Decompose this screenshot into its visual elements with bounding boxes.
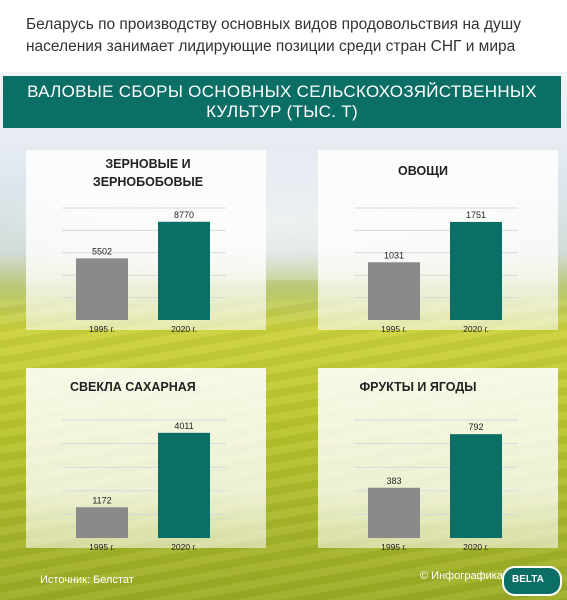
chart-title-grain: ЗЕРНОВЫЕ И ЗЕРНОБОБОВЫЕ <box>92 157 204 189</box>
bar-sugar-beet-1 <box>158 432 210 538</box>
category-label-sugar-beet-1: 2020 г. <box>171 542 197 552</box>
data-label-fruits-0: 383 <box>386 476 401 486</box>
category-label-fruits-1: 2020 г. <box>463 542 489 552</box>
bar-grain-1 <box>158 221 210 320</box>
chart-grain: 5502 1995 г. 8770 2020 г. <box>62 207 226 334</box>
category-label-sugar-beet-0: 1995 г. <box>89 542 115 552</box>
page-subtitle: Беларусь по производству основных видов … <box>26 16 521 55</box>
bar-fruits-1 <box>450 434 502 538</box>
chart-vegetables: 1031 1995 г. 1751 2020 г. <box>354 207 518 334</box>
category-label-vegetables-0: 1995 г. <box>381 324 407 334</box>
category-label-grain-0: 1995 г. <box>89 324 115 334</box>
chart-panel-grain <box>26 150 266 330</box>
category-label-vegetables-1: 2020 г. <box>463 324 489 334</box>
chart-panel-sugar-beet <box>26 368 266 548</box>
chart-sugar-beet: 1172 1995 г. 4011 2020 г. <box>62 419 226 552</box>
data-label-grain-0: 5502 <box>92 246 112 256</box>
footer-source: Источник: Белстат <box>40 574 134 586</box>
data-label-sugar-beet-0: 1172 <box>92 495 111 505</box>
chart-panel-fruits <box>318 368 558 548</box>
bar-vegetables-0 <box>368 262 420 320</box>
data-label-fruits-1: 792 <box>468 422 483 432</box>
data-label-vegetables-0: 1031 <box>384 250 404 260</box>
belta-logo-icon: BELTA <box>502 566 562 596</box>
bar-grain-0 <box>76 258 128 320</box>
header-area <box>0 0 567 72</box>
chart-title-sugar-beet: СВЕКЛА САХАРНАЯ <box>70 380 196 394</box>
bar-fruits-0 <box>368 487 420 538</box>
bar-vegetables-1 <box>450 221 502 320</box>
banner-title: ВАЛОВЫЕ СБОРЫ ОСНОВНЫХ СЕЛЬСКОХОЗЯЙСТВЕН… <box>3 76 561 128</box>
data-label-vegetables-1: 1751 <box>466 210 486 220</box>
category-label-fruits-0: 1995 г. <box>381 542 407 552</box>
category-label-grain-1: 2020 г. <box>171 324 197 334</box>
chart-title-fruits: ФРУКТЫ И ЯГОДЫ <box>359 380 477 394</box>
chart-fruits: 383 1995 г. 792 2020 г. <box>354 419 518 552</box>
logo-text: BELTA <box>512 574 544 585</box>
bar-sugar-beet-0 <box>76 507 128 538</box>
data-label-sugar-beet-1: 4011 <box>174 421 193 431</box>
chart-title-vegetables: ОВОЩИ <box>398 164 448 178</box>
data-label-grain-1: 8770 <box>174 210 194 220</box>
footer-credit: © Инфографика <box>420 570 503 582</box>
chart-panel-vegetables <box>318 150 558 330</box>
